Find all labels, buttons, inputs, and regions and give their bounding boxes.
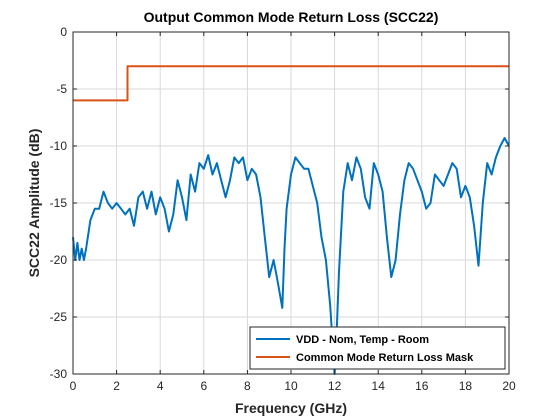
x-tick-label: 0 bbox=[70, 379, 77, 393]
legend-label-nominal: VDD - Nom, Temp - Room bbox=[296, 334, 429, 346]
x-tick-label: 6 bbox=[200, 379, 207, 393]
x-tick-label: 2 bbox=[113, 379, 120, 393]
x-tick-label: 4 bbox=[157, 379, 164, 393]
tick-marks bbox=[72, 31, 510, 375]
series-mask-line bbox=[73, 65, 509, 102]
y-tick-label: -5 bbox=[56, 82, 67, 96]
chart-title: Output Common Mode Return Loss (SCC22) bbox=[144, 9, 439, 25]
y-tick-labels: 0 -5 -10 -15 -20 -25 -30 bbox=[50, 25, 68, 381]
y-tick-label: -20 bbox=[50, 253, 68, 267]
y-axis-label: SCC22 Amplitude (dB) bbox=[26, 129, 42, 278]
y-tick-label: -25 bbox=[50, 310, 68, 324]
x-tick-labels: 0 2 4 6 8 10 12 14 16 18 20 bbox=[70, 379, 516, 393]
legend: VDD - Nom, Temp - Room Common Mode Retur… bbox=[249, 326, 506, 370]
y-tick-label: 0 bbox=[60, 25, 67, 39]
legend-box bbox=[249, 326, 506, 370]
x-tick-label: 16 bbox=[415, 379, 429, 393]
x-tick-label: 12 bbox=[328, 379, 342, 393]
x-axis-label: Frequency (GHz) bbox=[235, 400, 347, 416]
series-layer bbox=[72, 65, 510, 375]
y-tick-label: -10 bbox=[50, 139, 68, 153]
x-tick-label: 20 bbox=[502, 379, 516, 393]
legend-label-mask: Common Mode Return Loss Mask bbox=[296, 352, 474, 364]
y-tick-label: -30 bbox=[50, 367, 68, 381]
x-tick-label: 18 bbox=[459, 379, 473, 393]
x-tick-label: 8 bbox=[244, 379, 251, 393]
x-tick-label: 14 bbox=[372, 379, 386, 393]
gridlines bbox=[73, 32, 509, 374]
y-tick-label: -15 bbox=[50, 196, 68, 210]
x-tick-label: 10 bbox=[284, 379, 298, 393]
series-nominal-line bbox=[72, 137, 510, 375]
